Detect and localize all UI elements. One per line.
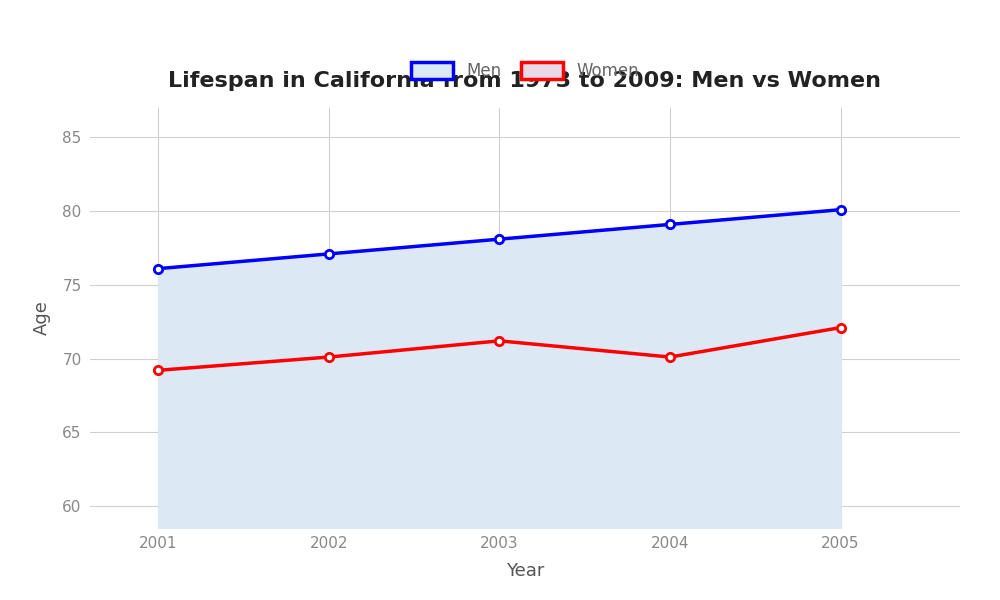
- Legend: Men, Women: Men, Women: [411, 62, 639, 80]
- Y-axis label: Age: Age: [33, 301, 51, 335]
- X-axis label: Year: Year: [506, 562, 544, 580]
- Title: Lifespan in California from 1973 to 2009: Men vs Women: Lifespan in California from 1973 to 2009…: [168, 71, 882, 91]
